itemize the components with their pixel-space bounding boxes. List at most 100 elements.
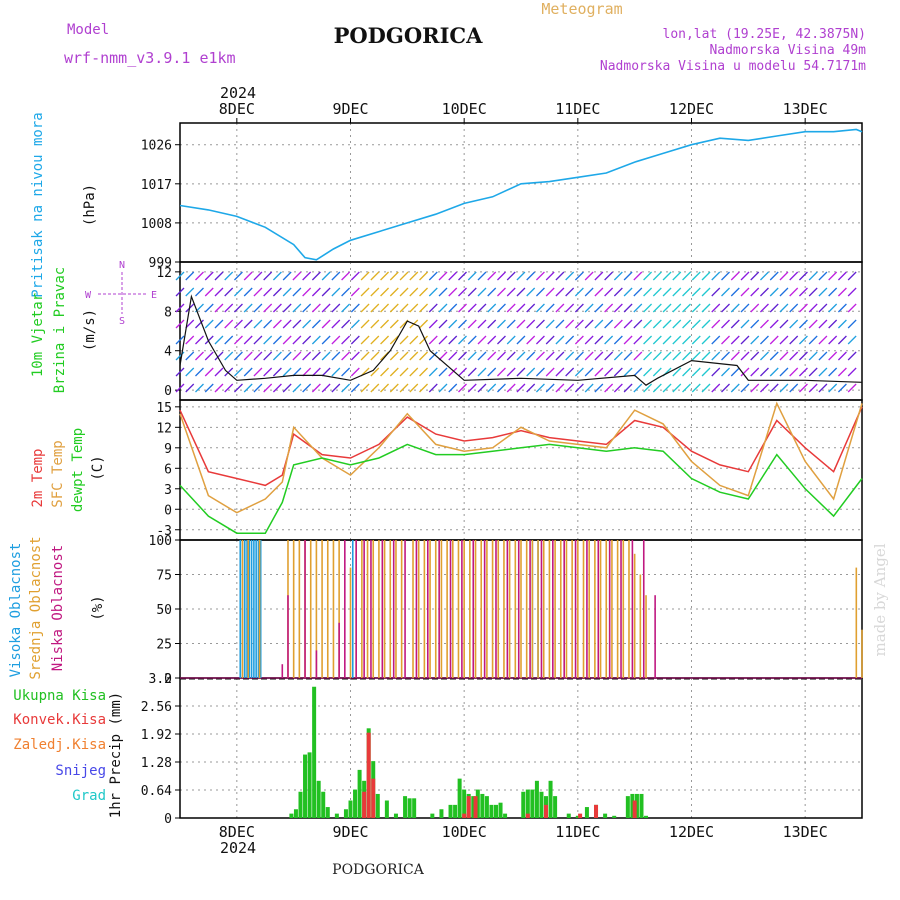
wind-barb xyxy=(584,303,594,313)
wind-barb xyxy=(311,303,321,313)
wind-barb xyxy=(662,351,672,361)
wind-barb xyxy=(769,303,779,313)
wind-barb xyxy=(302,287,312,297)
wind-barb xyxy=(409,287,419,297)
wind-barb xyxy=(662,271,672,281)
day-label-bottom: 8DEC xyxy=(219,823,255,841)
wind-barb xyxy=(243,383,253,393)
precip-bar xyxy=(430,813,435,818)
y-tick-label: 0.64 xyxy=(141,784,172,799)
wind-barb xyxy=(497,383,506,393)
precip-bar xyxy=(462,813,467,818)
wind-barb xyxy=(516,335,526,345)
wind-barb xyxy=(282,335,292,345)
wind-barb xyxy=(448,271,458,281)
wind-barb xyxy=(516,303,526,313)
wind-barb xyxy=(506,271,516,281)
y-tick-label: 75 xyxy=(156,569,172,584)
wind-barb xyxy=(282,367,292,377)
wind-barb xyxy=(662,287,672,297)
wind-barb xyxy=(438,319,448,329)
wind-barb xyxy=(243,351,253,361)
wind-barb xyxy=(682,351,692,361)
precip-bar xyxy=(525,813,530,818)
wind-barb xyxy=(789,303,799,313)
wind-barb xyxy=(409,335,419,345)
wind-barb xyxy=(808,351,818,361)
wind-barb xyxy=(672,367,682,377)
wind-barb xyxy=(740,303,750,313)
precip-bar xyxy=(493,804,498,818)
wind-barb xyxy=(360,319,370,329)
wind-barb xyxy=(574,351,584,361)
day-label-top: 10DEC xyxy=(442,100,487,118)
wind-barb xyxy=(233,319,243,329)
wind-barb xyxy=(643,383,653,393)
pressure-frame xyxy=(179,122,863,263)
compass-w: W xyxy=(85,290,92,301)
wind-barb xyxy=(272,383,282,393)
wind-barb xyxy=(428,287,438,297)
wind-barb xyxy=(321,335,331,345)
wind-barb xyxy=(204,287,214,297)
y-tick-label: 3.2 xyxy=(149,672,172,687)
wind-barb xyxy=(828,383,838,393)
wind-barb xyxy=(438,367,448,377)
wind-barb xyxy=(311,383,321,393)
wind-barb xyxy=(311,271,321,281)
wind-barb xyxy=(175,303,185,313)
wind-barb xyxy=(380,303,390,313)
wind-barb xyxy=(847,367,857,377)
wind-barb xyxy=(516,287,526,297)
y-tick-label: 3 xyxy=(164,483,172,498)
wind-barb xyxy=(399,335,409,345)
wind-barb xyxy=(253,351,263,361)
wind-barb xyxy=(175,383,185,393)
wind-barb xyxy=(458,367,467,377)
wind-barb xyxy=(224,303,234,313)
wind-barb xyxy=(701,303,711,313)
temp-unit: (C) xyxy=(90,455,106,480)
wind-barb xyxy=(438,271,448,281)
wind-barb xyxy=(497,303,506,313)
wind-barb xyxy=(584,335,594,345)
wind-barb xyxy=(448,367,458,377)
wind-barb xyxy=(467,367,477,377)
wind-barb xyxy=(789,383,799,393)
wind-barbs xyxy=(175,271,857,393)
wind-barb xyxy=(282,287,292,297)
day-label-bottom: 13DEC xyxy=(783,823,828,841)
wind-barb xyxy=(633,351,643,361)
pressure-unit: (hPa) xyxy=(82,184,98,226)
wind-barb xyxy=(535,351,545,361)
wind-barb xyxy=(370,367,380,377)
wind-barb xyxy=(341,287,351,297)
wind-barb xyxy=(438,383,448,393)
wind-barb xyxy=(341,367,351,377)
wind-barb xyxy=(477,303,487,313)
wind-barb xyxy=(428,303,438,313)
wind-barb xyxy=(360,383,370,393)
wind-barb xyxy=(701,383,711,393)
wind-barb xyxy=(701,367,711,377)
wind-barb xyxy=(808,303,818,313)
wind-barb xyxy=(555,351,565,361)
wind-barb xyxy=(633,287,643,297)
wind-barb xyxy=(419,319,428,329)
precip-bar xyxy=(578,813,583,818)
wind-barb xyxy=(623,319,633,329)
wind-barb xyxy=(584,271,594,281)
wind-barb xyxy=(458,319,467,329)
wind-barb xyxy=(769,367,779,377)
wind-barb xyxy=(224,319,234,329)
wind-barb xyxy=(253,383,263,393)
wind-barb xyxy=(798,303,808,313)
wind-barb xyxy=(428,367,438,377)
wind-barb xyxy=(535,271,545,281)
wind-barb xyxy=(487,383,497,393)
wind-barb xyxy=(555,335,565,345)
wind-barb xyxy=(341,303,351,313)
wind-barb xyxy=(828,271,838,281)
compass-e: E xyxy=(151,290,157,301)
wind-barb xyxy=(253,287,263,297)
